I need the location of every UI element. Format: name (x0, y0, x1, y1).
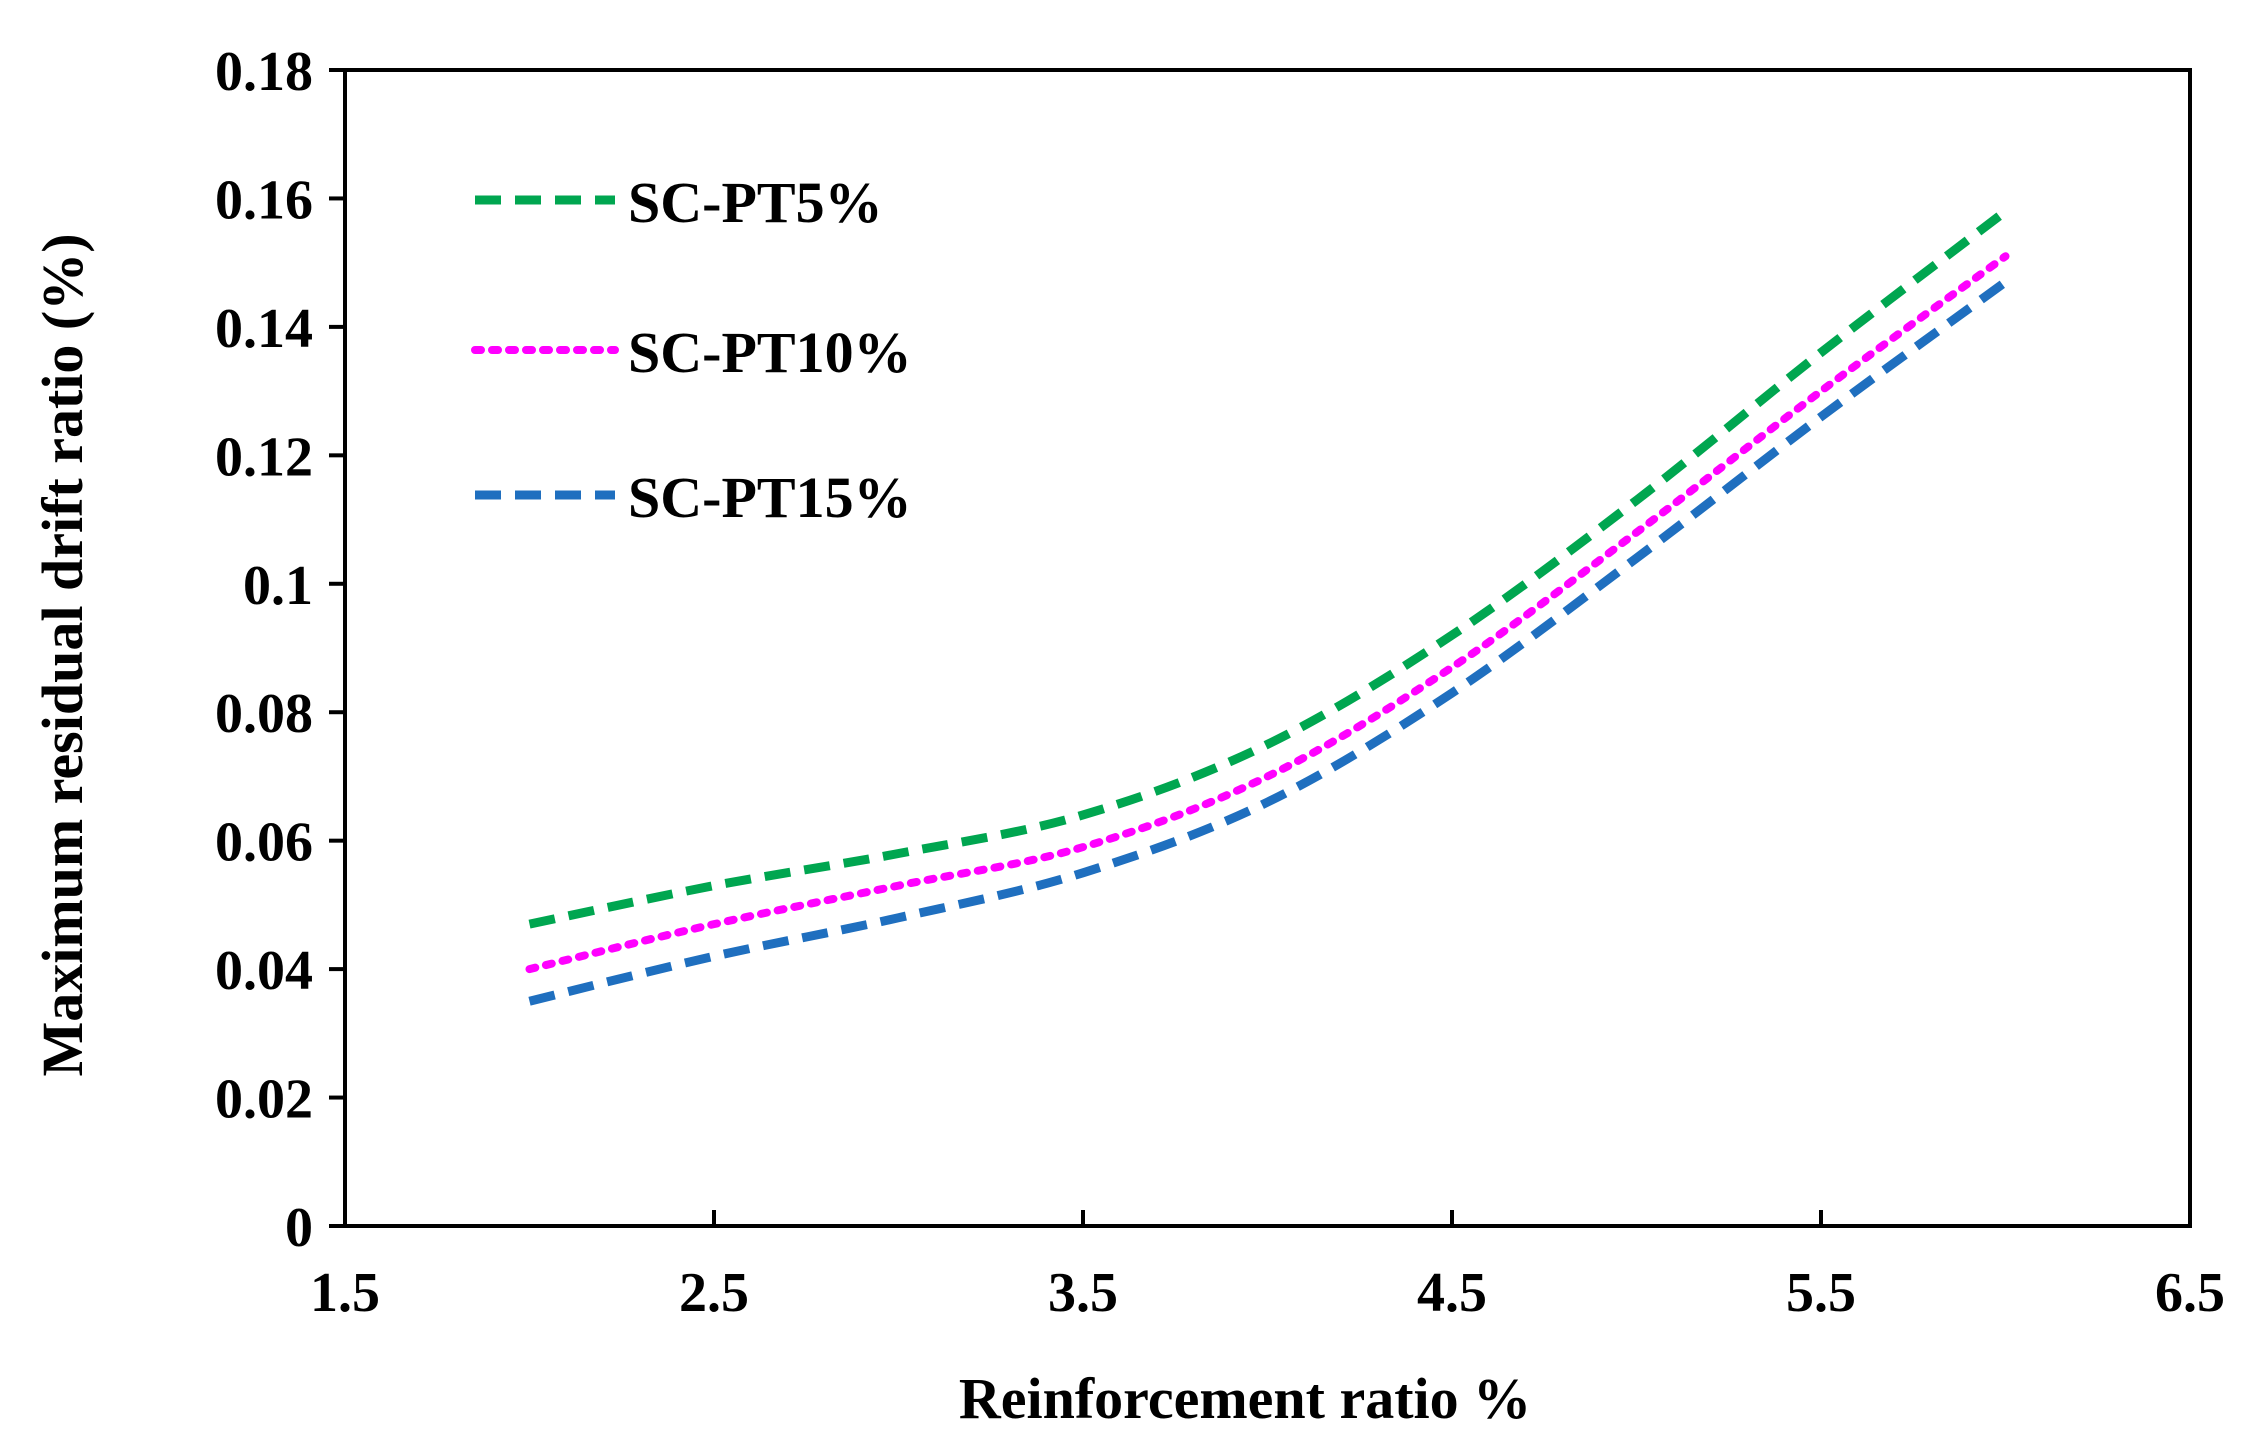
y-tick-label: 0.18 (215, 41, 313, 103)
x-tick-label: 1.5 (310, 1262, 380, 1324)
y-tick-label: 0.04 (215, 940, 313, 1002)
y-tick-label: 0 (285, 1197, 313, 1259)
y-tick-label: 0.14 (215, 298, 313, 360)
x-tick-label: 3.5 (1048, 1262, 1118, 1324)
y-tick-label: 0.12 (215, 426, 313, 488)
y-tick-label: 0.1 (243, 555, 313, 617)
y-axis-label: Maximum residual drift ratio (%) (30, 233, 95, 1076)
y-axis-ticks: 0 0.02 0.04 0.06 0.08 0.1 0.12 0.14 0.16 0.18 (215, 41, 345, 1259)
x-tick-label: 2.5 (679, 1262, 749, 1324)
legend-label: SC-PT10% (628, 320, 912, 385)
y-tick-label: 0.08 (215, 683, 313, 745)
legend-label: SC-PT15% (628, 465, 912, 530)
x-axis-ticks: 1.5 2.5 3.5 4.5 5.5 6.5 (310, 1210, 2225, 1324)
series-lines (525, 207, 2010, 1006)
y-tick-label: 0.06 (215, 812, 313, 874)
x-axis-label: Reinforcement ratio % (959, 1366, 1531, 1431)
legend: SC-PT5% SC-PT10% SC-PT15% (471, 170, 912, 530)
legend-label: SC-PT5% (628, 170, 883, 235)
series-line-sc-pt5 (528, 207, 2009, 929)
y-tick-label: 0.02 (215, 1069, 313, 1131)
x-tick-label: 4.5 (1417, 1262, 1487, 1324)
x-tick-label: 6.5 (2155, 1262, 2225, 1324)
x-tick-label: 5.5 (1786, 1262, 1856, 1324)
plot-border (343, 68, 2192, 1228)
y-tick-label: 0.16 (215, 169, 313, 231)
plot-area (343, 68, 2192, 1228)
series-line-sc-pt15 (528, 278, 2009, 1006)
